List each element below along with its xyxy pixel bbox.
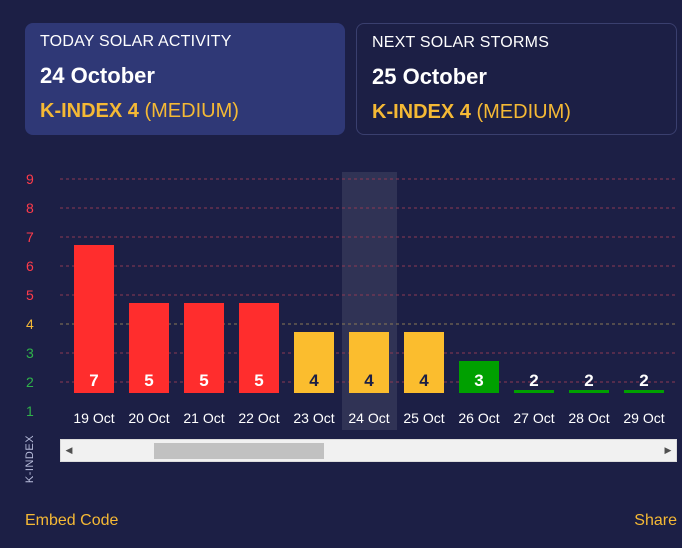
bar[interactable] [239, 303, 279, 393]
y-tick-label: 9 [26, 171, 34, 187]
bar[interactable] [294, 332, 334, 393]
x-tick-label: 22 Oct [238, 410, 279, 426]
y-axis-label: K-INDEX [24, 434, 36, 484]
bar-value-label: 5 [254, 371, 263, 390]
next-card-kindex: K-INDEX 4 (MEDIUM) [372, 101, 661, 124]
today-activity-card: TODAY SOLAR ACTIVITY 24 October K-INDEX … [25, 23, 345, 135]
bar-value-label: 2 [639, 371, 648, 390]
y-tick-label: 4 [26, 316, 34, 332]
today-kindex-level: (MEDIUM) [144, 100, 239, 122]
embed-code-link[interactable]: Embed Code [25, 512, 119, 529]
x-tick-label: 27 Oct [513, 410, 554, 426]
bar-value-label: 4 [364, 371, 374, 390]
y-tick-label: 7 [26, 229, 34, 245]
bar[interactable] [129, 303, 169, 393]
scrollbar-thumb[interactable] [154, 443, 324, 459]
bar[interactable] [74, 245, 114, 393]
next-kindex-value: K-INDEX 4 [372, 101, 471, 123]
y-tick-label: 1 [26, 403, 34, 419]
y-tick-label: 2 [26, 374, 34, 390]
bar[interactable] [349, 332, 389, 393]
x-tick-label: 28 Oct [568, 410, 609, 426]
today-card-title: TODAY SOLAR ACTIVITY [40, 33, 232, 50]
bar-value-label: 2 [529, 371, 538, 390]
x-tick-label: 26 Oct [458, 410, 499, 426]
caret-right-icon[interactable]: ▶ [664, 445, 672, 455]
x-tick-label: 29 Oct [623, 410, 664, 426]
bar[interactable] [624, 390, 664, 393]
next-card-date: 25 October [372, 64, 487, 89]
caret-left-icon[interactable]: ◀ [65, 445, 73, 455]
x-tick-label: 24 Oct [348, 410, 389, 426]
next-kindex-level: (MEDIUM) [476, 101, 571, 123]
bar[interactable] [514, 390, 554, 393]
bar[interactable] [184, 303, 224, 393]
bar-value-label: 4 [309, 371, 319, 390]
y-tick-label: 8 [26, 200, 34, 216]
bar[interactable] [404, 332, 444, 393]
y-tick-label: 3 [26, 345, 34, 361]
bar[interactable] [569, 390, 609, 393]
x-tick-label: 20 Oct [128, 410, 169, 426]
x-tick-label: 21 Oct [183, 410, 224, 426]
next-storm-card: NEXT SOLAR STORMS 25 October K-INDEX 4 (… [356, 23, 677, 135]
share-link[interactable]: Share [634, 512, 677, 529]
bar-value-label: 2 [584, 371, 593, 390]
today-kindex-value: K-INDEX 4 [40, 100, 139, 122]
today-card-date: 24 October [40, 63, 155, 88]
bar[interactable] [459, 361, 499, 393]
x-tick-label: 23 Oct [293, 410, 334, 426]
bar-value-label: 4 [419, 371, 429, 390]
bar-value-label: 3 [474, 371, 483, 390]
x-tick-label: 25 Oct [403, 410, 444, 426]
next-card-title: NEXT SOLAR STORMS [372, 34, 550, 51]
bar-value-label: 5 [199, 371, 208, 390]
today-card-kindex: K-INDEX 4 (MEDIUM) [40, 100, 330, 123]
y-tick-label: 5 [26, 287, 34, 303]
bar-value-label: 7 [89, 371, 98, 390]
bar-value-label: 5 [144, 371, 153, 390]
x-tick-label: 19 Oct [73, 410, 114, 426]
y-tick-label: 6 [26, 258, 34, 274]
chart-scrollbar[interactable]: ◀ ▶ [60, 439, 677, 462]
